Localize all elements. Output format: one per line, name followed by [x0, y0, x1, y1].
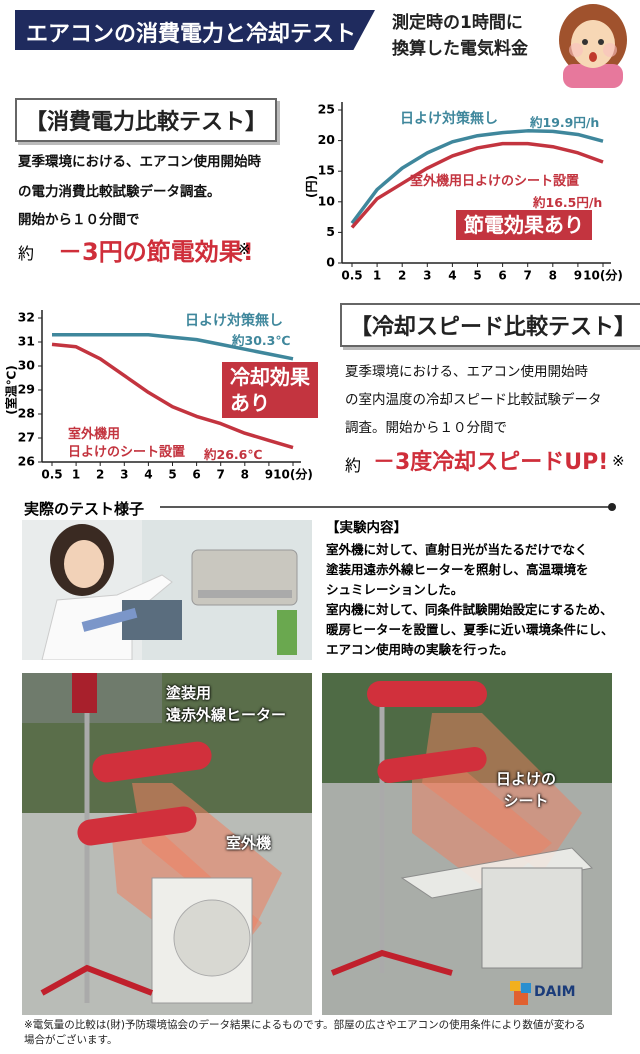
end-value-label: 約19.9円/h [530, 115, 600, 130]
photo-label: 塗装用 遠赤外線ヒーター [166, 684, 287, 724]
x-tick-label: 1 [373, 269, 381, 283]
result-text: －3円の節電効果! [58, 238, 254, 266]
content-line: エアコン使用時の実験を行った。 [326, 642, 514, 657]
x-tick-label: 1 [72, 468, 80, 482]
x-tick-label: 10(分) [583, 268, 623, 283]
x-tick-label: 10(分) [273, 467, 313, 482]
series-line [51, 342, 294, 450]
x-tick-label: 0.5 [41, 468, 62, 482]
x-tick-label: 8 [549, 269, 557, 283]
photo-label: 室外機 [226, 834, 272, 852]
annotation: 冷却効果 あり [222, 362, 318, 418]
y-tick-label: 10 [318, 193, 336, 208]
header-note: 測定時の1時間に 換算した電気料金 [392, 13, 528, 59]
y-tick-label: 15 [318, 163, 335, 178]
result-prefix: 約 [18, 244, 35, 263]
scene-title: 実際のテスト様子 [24, 500, 145, 518]
y-tick-label: 26 [18, 454, 36, 469]
scene-rule [160, 503, 616, 511]
footnote: ※電気量の比較は(財)予防環境協会のデータ結果によるものです。部屋の広さやエアコ… [24, 1019, 586, 1046]
series-label: 日よけ対策無し [400, 111, 498, 127]
x-tick-label: 9 [265, 468, 273, 482]
section-title: 【冷却スピード比較テスト】 [340, 303, 640, 347]
content-line: 室外機に対して、直射日光が当たるだけでなく [326, 542, 588, 557]
y-tick-label: 27 [18, 430, 35, 445]
series-label: 日よけ対策無し [185, 313, 283, 329]
sheet-photo [322, 673, 612, 1015]
photo-label: 日よけの シート [496, 770, 557, 810]
y-tick-label: 20 [318, 132, 336, 147]
series-line [350, 129, 604, 225]
x-tick-label: 2 [398, 269, 406, 283]
content-line: 室内機に対して、同条件試験開始設定にするため、 [326, 602, 613, 617]
x-tick-label: 6 [192, 468, 200, 482]
content-line: 塗装用遠赤外線ヒーターを照射し、高温環境を [326, 562, 589, 577]
content-block: 室外機に対して、直射日光が当たるだけでなく 塗装用遠赤外線ヒーターを照射し、高温環… [326, 540, 636, 660]
lab-photo [22, 520, 312, 660]
content-title: 【実験内容】 [326, 520, 407, 536]
content-line: 暖房ヒーターを設置し、夏季に近い環境条件にし、 [326, 622, 614, 637]
x-tick-label: 4 [448, 269, 456, 283]
heater-photo [22, 673, 312, 1015]
result-text: －3度冷却スピードUP! [373, 450, 609, 475]
section-title: 【消費電力比較テスト】 [15, 98, 278, 142]
end-value-label: 約30.3℃ [232, 333, 291, 348]
content-line: シュミレーションした。 [326, 582, 464, 597]
series-label: 室外機用 日よけのシート設置 [68, 427, 186, 460]
title-banner [15, 10, 375, 50]
x-tick-label: 3 [120, 468, 128, 482]
x-tick-label: 3 [423, 269, 431, 283]
woman-illustration [559, 4, 627, 88]
x-tick-label: 5 [473, 269, 481, 283]
y-tick-label: 25 [318, 102, 335, 117]
x-tick-label: 2 [96, 468, 104, 482]
x-tick-label: 6 [498, 269, 506, 283]
body-text: 開始から１０分間で [18, 212, 140, 228]
body-text: 夏季環境における、エアコン使用開始時 [18, 154, 261, 170]
y-axis-label: (円) [305, 175, 319, 198]
logo: DAIM [534, 984, 576, 1000]
note-mark: ※ [612, 452, 625, 470]
body-text: の室内温度の冷却スピード比較試験データ [345, 392, 602, 408]
line-chart: 0 5 10 15 20 25 0.5 1 2 3 4 5 6 7 8 9 10(分) (円) [305, 102, 623, 283]
y-tick-label: 31 [18, 334, 35, 349]
y-tick-label: 32 [18, 310, 35, 325]
body-text: 夏季環境における、エアコン使用開始時 [345, 364, 588, 380]
x-tick-label: 7 [217, 468, 225, 482]
end-value-label: 約26.6℃ [204, 447, 263, 462]
y-tick-label: 29 [18, 382, 35, 397]
x-tick-label: 4 [144, 468, 152, 482]
y-axis-label: (室温℃) [4, 365, 19, 415]
body-text: 調査。開始から１０分間で [345, 420, 507, 436]
y-tick-label: 0 [326, 255, 335, 270]
series-line [52, 333, 294, 361]
y-tick-label: 5 [326, 224, 335, 239]
annotation: 節電効果あり [456, 210, 592, 240]
series-line [350, 141, 604, 229]
y-tick-label: 30 [18, 358, 36, 373]
line-chart: 26 27 28 29 30 31 32 0.5 1 2 3 4 5 6 7 8 9 10(分) (室温℃) [4, 310, 313, 482]
note-mark: ※ [238, 240, 251, 258]
page-title: エアコンの消費電力と冷却テスト [26, 22, 357, 47]
x-tick-label: 0.5 [341, 269, 362, 283]
x-tick-label: 7 [524, 269, 532, 283]
end-value-label: 約16.5円/h [533, 195, 603, 210]
result-prefix: 約 [345, 456, 362, 475]
body-text: の電力消費比較試験データ調査。 [18, 184, 221, 200]
x-tick-label: 9 [574, 269, 582, 283]
y-tick-label: 28 [18, 406, 35, 421]
x-tick-label: 5 [168, 468, 176, 482]
series-label: 室外機用日よけのシート設置 [410, 174, 580, 189]
x-tick-label: 8 [241, 468, 249, 482]
